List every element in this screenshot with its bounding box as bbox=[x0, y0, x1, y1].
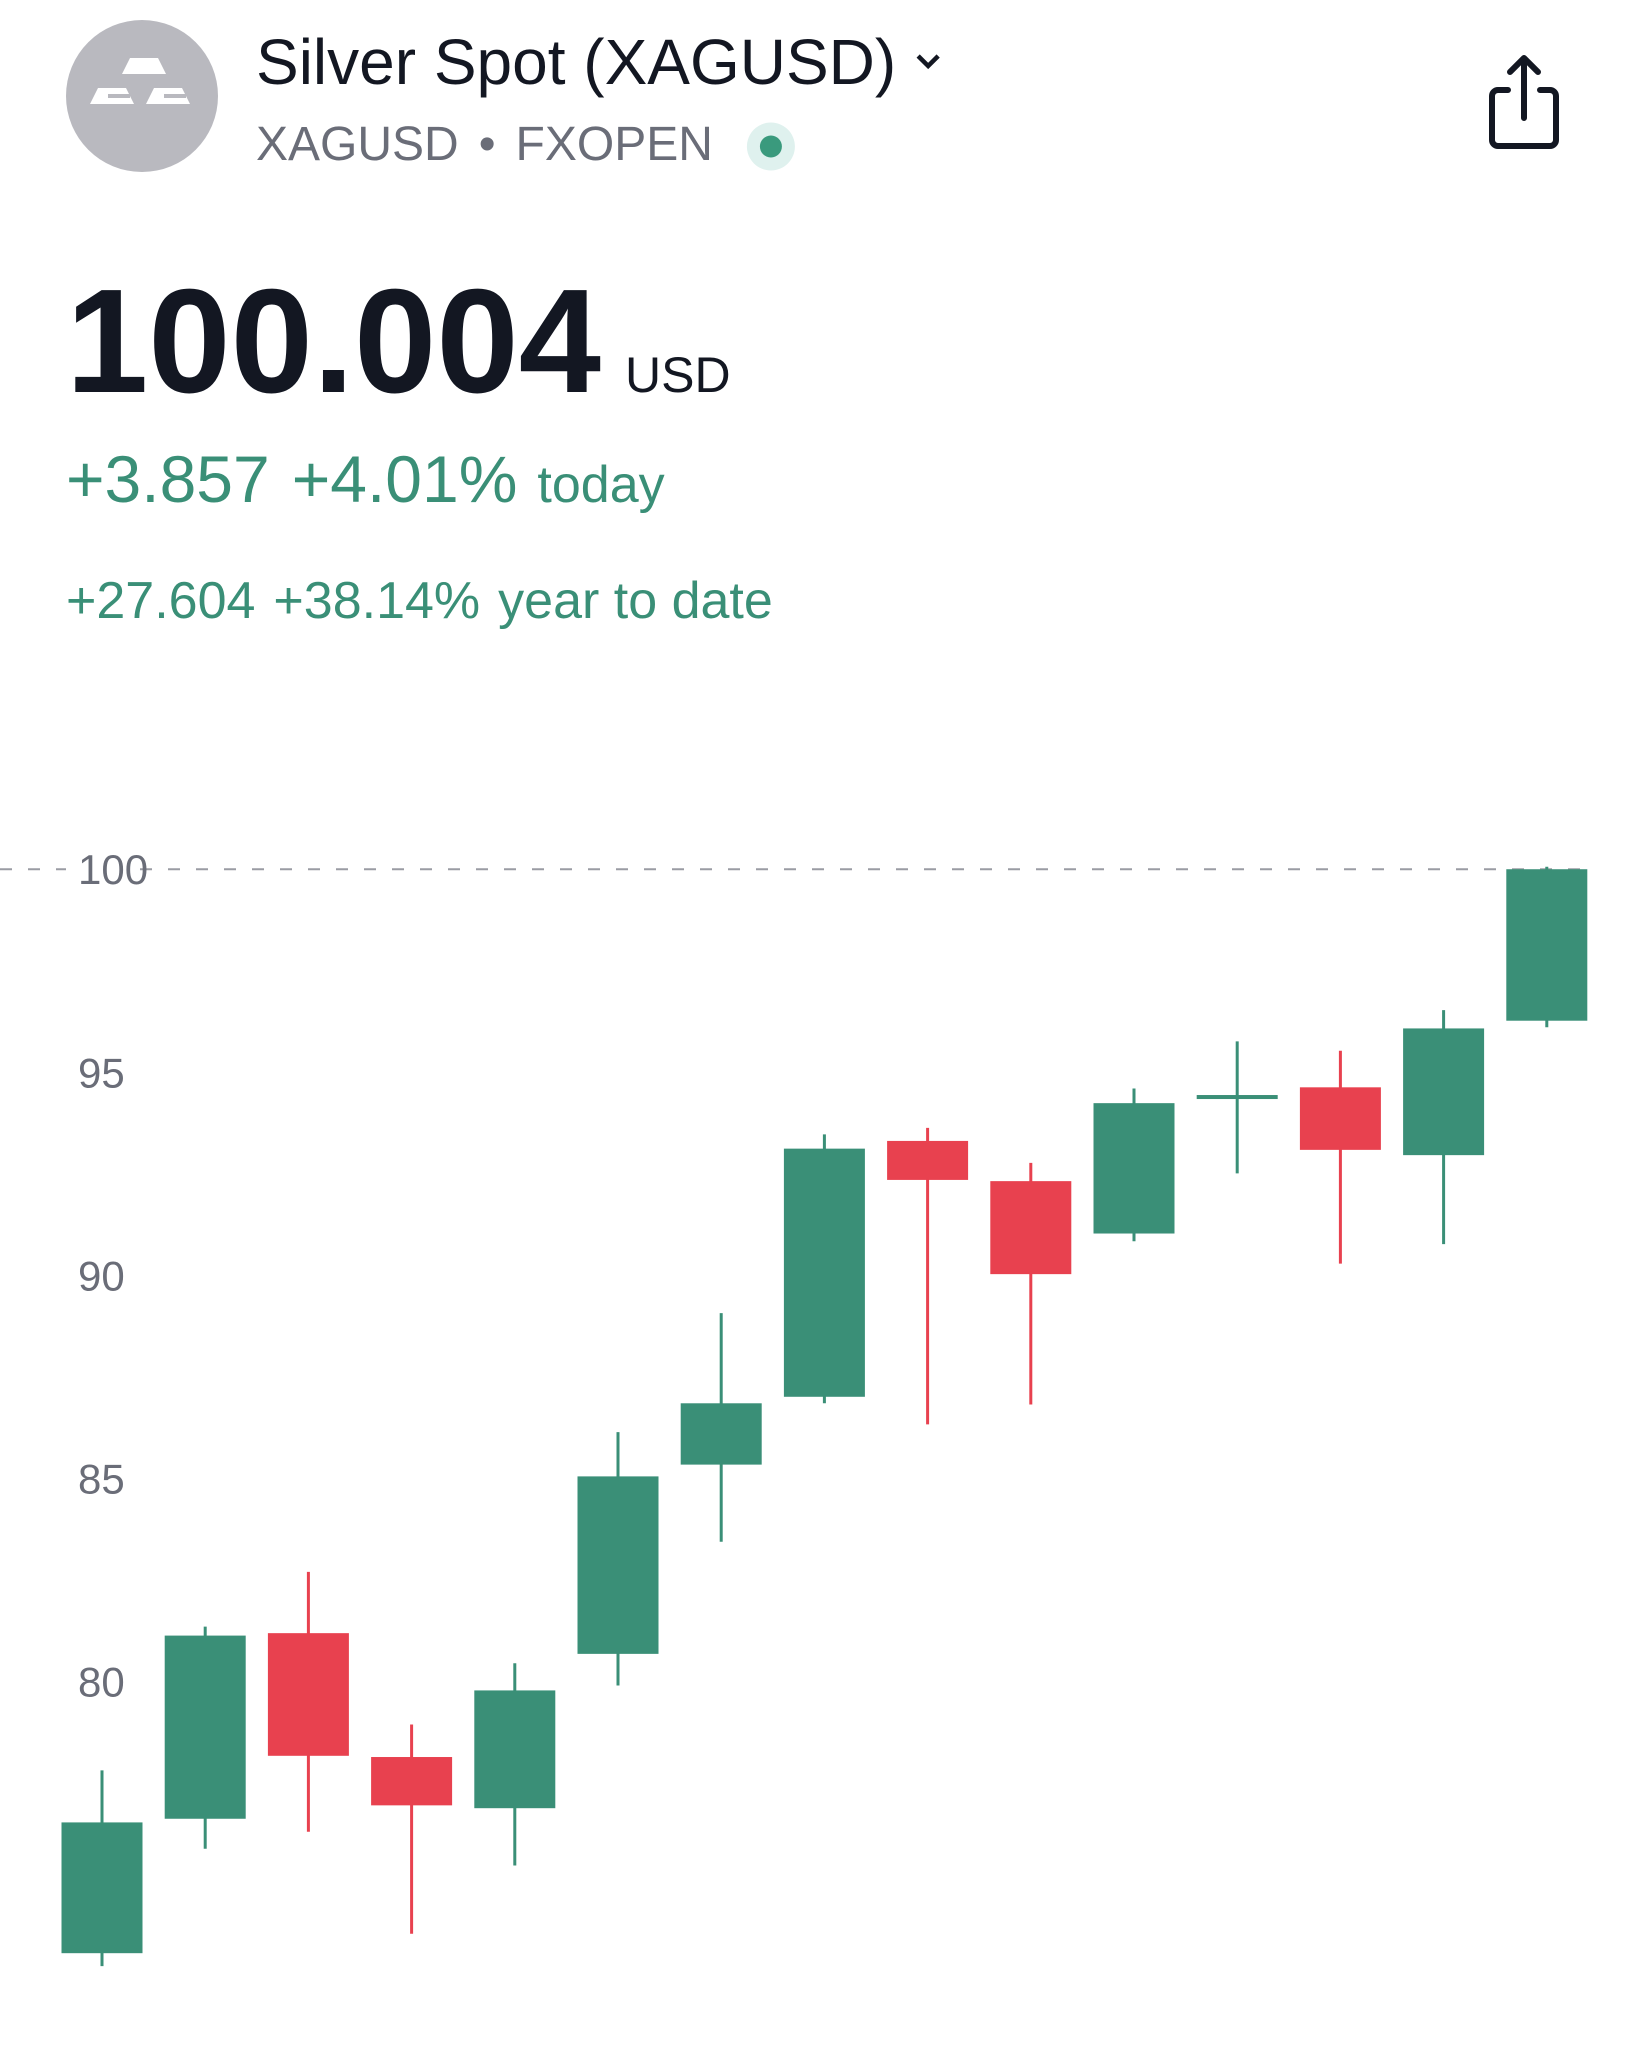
y-tick-label: 80 bbox=[78, 1658, 125, 1705]
logo bbox=[66, 20, 218, 172]
change-period: today bbox=[537, 456, 664, 514]
candle-body bbox=[990, 1181, 1072, 1275]
symbol-title[interactable]: Silver Spot (XAGUSD) bbox=[256, 26, 896, 98]
candle-body bbox=[887, 1140, 969, 1180]
candle-body bbox=[1299, 1087, 1381, 1150]
candle-body bbox=[164, 1635, 246, 1819]
candle-body bbox=[474, 1690, 556, 1809]
tick-label-bg bbox=[66, 839, 136, 896]
tick-label-bg bbox=[66, 1651, 136, 1708]
change: +3.857 bbox=[66, 442, 270, 516]
candle-body bbox=[1403, 1028, 1485, 1156]
exchange: FXOPEN bbox=[516, 118, 713, 171]
tick-label-bg bbox=[66, 1245, 136, 1302]
share-button[interactable] bbox=[1489, 55, 1559, 149]
dropdown-chevron[interactable] bbox=[916, 54, 940, 70]
candlestick-chart: 7580859095100 bbox=[0, 839, 1590, 1967]
currency: USD bbox=[625, 347, 731, 403]
candle-body bbox=[267, 1633, 349, 1756]
candle-body bbox=[680, 1403, 762, 1465]
y-tick-label: 100 bbox=[78, 846, 148, 893]
candle-body bbox=[371, 1757, 453, 1806]
price: 100.004 bbox=[66, 259, 601, 424]
candle-body bbox=[783, 1148, 865, 1397]
candle-body bbox=[61, 1822, 143, 1954]
ytd-value: +27.604 bbox=[66, 572, 255, 630]
ytd-change: +27.604 +38.14% year to date bbox=[66, 572, 773, 630]
candle-body bbox=[577, 1476, 659, 1654]
subtitle: XAGUSD • FXOPEN bbox=[256, 118, 713, 171]
y-tick-label: 95 bbox=[78, 1049, 125, 1096]
tick-label-bg bbox=[66, 1448, 136, 1505]
candle-body bbox=[1093, 1103, 1175, 1234]
tick-label-bg bbox=[66, 1042, 136, 1099]
candle-body bbox=[1196, 1095, 1278, 1100]
ytd-period: year to date bbox=[498, 572, 773, 630]
separator: • bbox=[479, 118, 496, 171]
ytd-pct: +38.14% bbox=[273, 572, 480, 630]
daily-change: +3.857 +4.01% today bbox=[66, 442, 665, 516]
candle-body bbox=[1506, 869, 1588, 1021]
change-pct: +4.01% bbox=[292, 442, 518, 516]
y-tick-label: 90 bbox=[78, 1252, 125, 1299]
price-line: 100.004 USD bbox=[66, 259, 731, 424]
y-tick-label: 85 bbox=[78, 1455, 125, 1502]
symbol: XAGUSD bbox=[256, 118, 459, 171]
live-indicator bbox=[746, 122, 795, 171]
